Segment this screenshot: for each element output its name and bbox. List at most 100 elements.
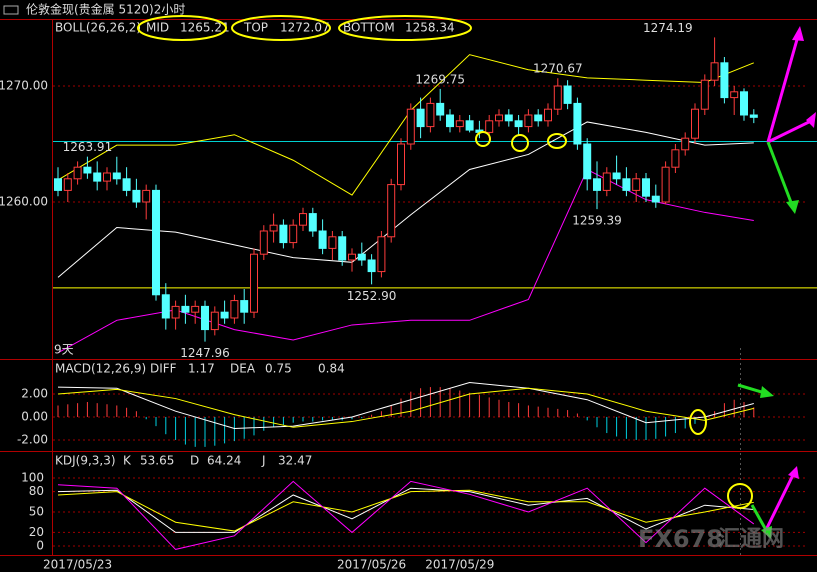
legend-value: 1272.07 bbox=[280, 21, 330, 35]
x-tick-label: 2017/05/29 bbox=[425, 558, 494, 572]
candle-body bbox=[299, 213, 307, 226]
candle-body bbox=[485, 120, 494, 133]
legend-name: J bbox=[261, 454, 266, 468]
candle-body bbox=[367, 259, 376, 273]
arrow-head bbox=[788, 466, 799, 479]
frame bbox=[0, 19, 817, 556]
candle-body bbox=[700, 79, 709, 110]
candle-body bbox=[749, 114, 758, 118]
legend-name: DIFF bbox=[150, 362, 177, 376]
candle-body bbox=[691, 108, 699, 139]
y-tick-label: -2.00 bbox=[17, 432, 48, 446]
arrow-head bbox=[806, 112, 816, 128]
candle-body bbox=[220, 311, 229, 319]
candle-body bbox=[279, 224, 288, 244]
candle-body bbox=[132, 189, 141, 203]
candle-body bbox=[730, 91, 739, 99]
candle-body bbox=[514, 120, 523, 128]
candle-body bbox=[112, 172, 121, 180]
arrow-head bbox=[786, 200, 799, 214]
legend-name: DEA bbox=[230, 362, 256, 376]
arrows bbox=[737, 26, 816, 539]
arrow bbox=[750, 504, 768, 531]
candle-body bbox=[720, 62, 729, 99]
arrow bbox=[737, 383, 766, 395]
legend-value: 64.24 bbox=[207, 454, 241, 468]
y-tick-label: 0 bbox=[36, 539, 44, 553]
legend-value: 1.17 bbox=[188, 362, 215, 376]
highlight bbox=[547, 133, 567, 149]
y-tick-label: 80 bbox=[29, 484, 44, 498]
candle-body bbox=[73, 166, 82, 180]
candle-body bbox=[671, 149, 680, 168]
candle-body bbox=[406, 108, 415, 145]
legend-name: D bbox=[190, 454, 199, 468]
candle-body bbox=[308, 213, 317, 232]
highlight-circles bbox=[137, 15, 753, 509]
candle-body bbox=[191, 305, 200, 313]
price-annotation: 1274.19 bbox=[643, 21, 693, 35]
price-annotation: 1252.90 bbox=[347, 289, 397, 303]
watermark: 汇通网 bbox=[718, 527, 784, 552]
y-tick-label: 100 bbox=[21, 470, 44, 484]
candle-body bbox=[230, 300, 239, 319]
period-note: 9天 bbox=[54, 343, 74, 357]
candle-body bbox=[338, 236, 347, 261]
highlight bbox=[475, 131, 491, 147]
candle-body bbox=[661, 166, 670, 203]
chart-title: 伦敦金现(贵金属 5120)2小时 bbox=[26, 2, 185, 17]
candle-body bbox=[534, 114, 543, 122]
plot-layer: 1260.00 1270.00 BOLL(26,26,2) MID 1265.21 TOP… bbox=[0, 21, 817, 572]
candle-body bbox=[210, 311, 219, 331]
x-tick-label: 2017/05/26 bbox=[337, 558, 406, 572]
legend-value: 32.47 bbox=[278, 454, 312, 468]
candle-body bbox=[161, 294, 170, 319]
candle-body bbox=[426, 102, 435, 128]
candle-body bbox=[622, 178, 631, 191]
candle-body bbox=[651, 195, 660, 203]
candle-body bbox=[387, 184, 396, 238]
legend-value: 1258.34 bbox=[405, 21, 455, 35]
arrow bbox=[767, 118, 814, 144]
price-annotation: 1263.91 bbox=[63, 140, 113, 154]
candle-body bbox=[573, 102, 582, 145]
candle-body bbox=[710, 62, 719, 81]
candle-body bbox=[240, 300, 249, 313]
candle-body bbox=[602, 172, 611, 191]
x-tick-label: 2017/05/23 bbox=[43, 558, 112, 572]
candle-body bbox=[436, 102, 445, 116]
highlight bbox=[689, 409, 707, 435]
legend-name: TOP bbox=[243, 21, 268, 35]
candle-body bbox=[446, 114, 454, 128]
candle-body bbox=[348, 253, 356, 261]
candle-body bbox=[171, 305, 180, 319]
candle-body bbox=[593, 178, 601, 191]
indicator-line bbox=[57, 480, 755, 550]
indicator-line bbox=[57, 487, 754, 533]
candle-body bbox=[544, 108, 552, 122]
y-tick-label: 1270.00 bbox=[0, 78, 48, 92]
legend-value: 0.75 bbox=[265, 362, 292, 376]
y-tick-label: 20 bbox=[29, 525, 44, 539]
indicator-line bbox=[57, 387, 754, 428]
price-annotation: 1247.96 bbox=[180, 346, 230, 360]
candle-body bbox=[612, 172, 621, 180]
candle-body bbox=[201, 305, 209, 331]
candle-body bbox=[416, 108, 425, 128]
highlight bbox=[137, 15, 227, 41]
candle-body bbox=[54, 178, 62, 191]
candle-body bbox=[632, 178, 641, 191]
candle-body bbox=[83, 166, 92, 174]
highlight bbox=[727, 483, 753, 509]
candle-body bbox=[259, 230, 268, 255]
legend-name: MID bbox=[146, 21, 169, 35]
candle-body bbox=[357, 253, 366, 261]
indicator-line bbox=[57, 121, 754, 278]
y-tick-label: 50 bbox=[29, 505, 44, 519]
y-tick-label: 0.00 bbox=[21, 409, 48, 423]
candle-body bbox=[250, 253, 258, 313]
candle-body bbox=[642, 178, 650, 197]
price-annotation: 1269.75 bbox=[415, 72, 465, 86]
